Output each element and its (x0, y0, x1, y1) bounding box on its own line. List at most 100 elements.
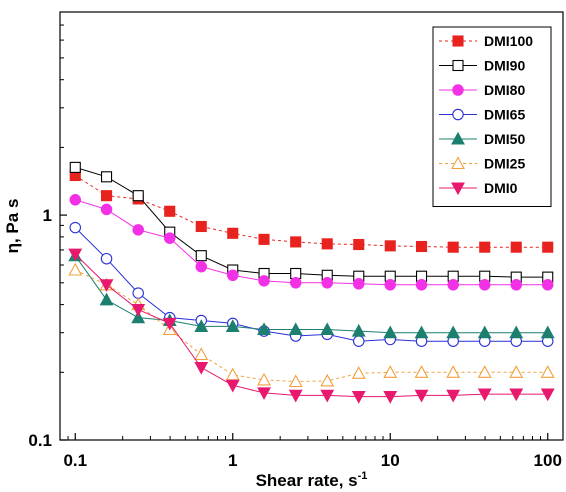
data-point-dmi0 (477, 388, 492, 402)
data-point-dmi50 (225, 319, 240, 332)
legend-marker-dmi50 (451, 131, 465, 145)
series-line-dmi65 (74, 227, 548, 342)
legend-label-dmi0: DMI0 (484, 180, 518, 196)
data-point-dmi80 (69, 194, 82, 206)
data-point-dmi100 (321, 238, 333, 250)
data-point-dmi25 (320, 373, 335, 387)
series-line-dmi25 (75, 269, 548, 383)
data-point-dmi25 (194, 347, 209, 361)
legend-label-dmi25: DMI25 (484, 156, 525, 172)
data-point-dmi0 (509, 388, 524, 402)
data-point-dmi80 (415, 279, 428, 291)
data-point-dmi100 (479, 241, 491, 253)
legend-label-dmi65: DMI65 (484, 107, 525, 123)
data-point-dmi25 (351, 366, 366, 379)
data-point-dmi50 (257, 322, 271, 336)
data-point-dmi80 (100, 203, 113, 216)
data-point-dmi100 (415, 240, 428, 253)
x-tick-label: 0.1 (63, 451, 87, 470)
data-point-dmi100 (510, 241, 522, 253)
data-point-dmi25 (540, 365, 555, 378)
x-tick-label: 100 (534, 451, 562, 470)
legend-label-dmi50: DMI50 (484, 131, 525, 147)
series-line-dmi80 (75, 199, 548, 286)
data-point-dmi90 (290, 267, 302, 280)
data-point-dmi25 (257, 372, 271, 386)
data-point-dmi25 (446, 365, 461, 378)
data-point-dmi100 (164, 205, 176, 217)
data-point-dmi80 (132, 224, 144, 236)
data-point-dmi80 (478, 279, 491, 291)
data-point-dmi80 (163, 232, 176, 244)
data-point-dmi25 (288, 374, 303, 388)
data-point-dmi50 (446, 325, 461, 339)
series-dmi100 (69, 169, 554, 253)
data-point-dmi100 (100, 190, 113, 202)
plot-frame (59, 11, 564, 441)
data-point-dmi50 (320, 322, 335, 336)
legend-marker-dmi25 (451, 156, 465, 170)
x-tick-label: 10 (381, 451, 400, 470)
data-point-dmi90 (69, 161, 81, 173)
legend-label-dmi80: DMI80 (484, 82, 525, 98)
data-point-dmi25 (477, 365, 492, 378)
legend-label-dmi90: DMI90 (484, 58, 525, 74)
data-point-dmi0 (320, 389, 335, 403)
data-point-dmi0 (162, 317, 177, 331)
data-point-dmi100 (542, 241, 554, 253)
data-point-dmi0 (225, 379, 240, 393)
legend-box (432, 26, 552, 207)
data-point-dmi50 (509, 325, 524, 339)
data-point-dmi65 (353, 335, 365, 347)
data-point-dmi80 (353, 278, 365, 290)
data-point-dmi50 (351, 323, 366, 337)
legend-marker-dmi100 (452, 35, 464, 47)
series-line-dmi90 (75, 166, 548, 278)
data-point-dmi50 (288, 322, 303, 336)
data-point-dmi100 (227, 227, 239, 239)
data-point-dmi50 (540, 325, 555, 339)
x-axis-title-text: Shear rate, s (256, 471, 358, 490)
data-point-dmi90 (132, 190, 144, 202)
data-point-dmi100 (384, 240, 396, 252)
data-point-dmi50 (131, 310, 146, 324)
x-axis-title-exponent: -1 (358, 470, 368, 482)
data-point-dmi80 (321, 277, 333, 289)
y-tick-label: 1 (43, 206, 52, 225)
data-point-dmi0 (99, 279, 114, 292)
y-axis-title: η, Pa s (3, 199, 22, 254)
data-point-dmi100 (447, 241, 459, 253)
series-dmi80 (69, 194, 554, 291)
axis-layer: 0.1 1 10 100 0.1 1 (28, 24, 562, 470)
data-point-dmi80 (227, 269, 239, 282)
data-point-dmi100 (195, 220, 207, 233)
data-point-dmi0 (194, 361, 209, 375)
data-point-dmi65 (132, 287, 144, 299)
series-line-dmi50 (74, 255, 548, 334)
data-point-dmi25 (68, 262, 83, 276)
data-point-dmi25 (414, 365, 429, 378)
series-dmi0 (68, 248, 555, 404)
data-point-dmi50 (99, 292, 114, 306)
data-point-dmi0 (540, 388, 555, 402)
y-tick-label: 0.1 (28, 431, 52, 450)
data-point-dmi0 (288, 389, 303, 403)
legend-label-dmi100: DMI100 (484, 33, 533, 49)
data-point-dmi0 (257, 387, 271, 401)
data-point-dmi0 (131, 304, 146, 317)
data-point-dmi80 (447, 279, 459, 291)
series-line-dmi100 (74, 175, 548, 248)
data-point-dmi65 (69, 221, 82, 234)
data-point-dmi50 (194, 319, 209, 332)
data-point-dmi0 (68, 248, 83, 262)
legend-marker-dmi90 (452, 59, 464, 72)
data-point-dmi80 (195, 260, 208, 273)
data-point-dmi80 (384, 279, 396, 291)
series-line-dmi0 (74, 253, 548, 398)
data-point-dmi0 (351, 391, 366, 404)
data-point-dmi90 (100, 171, 113, 183)
data-point-dmi100 (290, 236, 302, 248)
data-point-dmi0 (446, 389, 461, 403)
legend-marker-dmi65 (452, 108, 464, 121)
